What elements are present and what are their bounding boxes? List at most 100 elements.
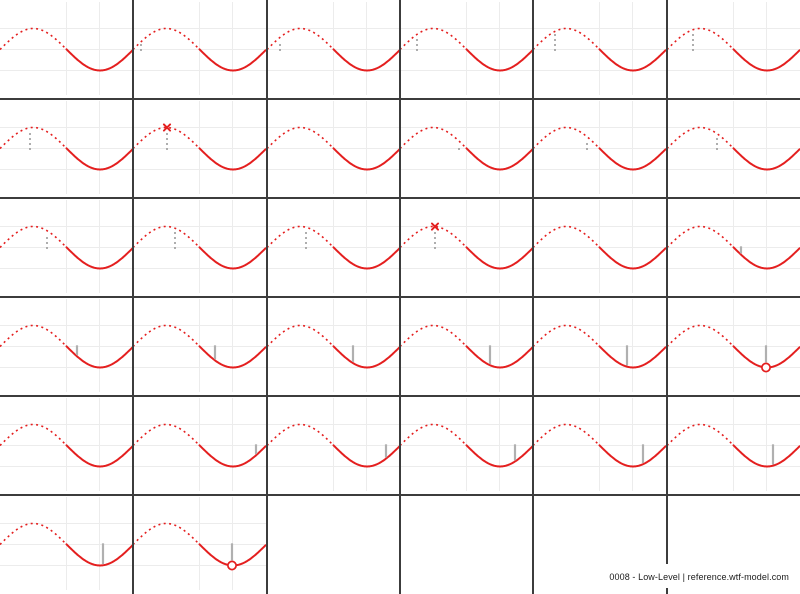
sine-curve-dashed — [399, 27, 467, 51]
sine-curve-dashed — [666, 126, 734, 150]
waveform-cell-r4c2 — [133, 299, 267, 392]
time-marker-dot — [554, 39, 557, 41]
sine-curve-solid — [332, 345, 400, 369]
sine-curve-dashed — [266, 423, 334, 447]
waveform-cell-r6c2 — [133, 497, 267, 590]
waveform-cell-r3c6 — [666, 200, 800, 293]
sine-curve-solid — [598, 345, 667, 369]
sine-curve-dashed — [533, 324, 600, 348]
sine-curve-solid — [65, 147, 134, 171]
sine-curve-solid — [65, 444, 134, 468]
sine-curve-dashed — [399, 126, 467, 150]
sine-curve-solid — [332, 444, 400, 468]
sine-curve-dashed — [533, 126, 600, 150]
sine-curve-dashed — [133, 126, 200, 150]
time-marker-dot — [554, 49, 557, 51]
waveform-cell-r2c3 — [266, 101, 400, 194]
time-marker-dot — [416, 39, 418, 41]
sine-curve-solid — [465, 246, 534, 270]
sine-curve-dashed — [266, 225, 334, 249]
time-marker-dot — [715, 143, 718, 145]
sine-curve-dashed — [533, 423, 600, 447]
sine-curve-solid — [332, 147, 400, 171]
time-marker-dot — [691, 39, 694, 41]
time-marker-dot — [174, 232, 177, 234]
peak-cross-stroke — [163, 123, 172, 132]
waveform-cell-r5c5 — [533, 398, 667, 491]
time-marker-dot — [434, 232, 436, 234]
grid-divider-horizontal — [0, 197, 800, 199]
time-marker-dot — [29, 138, 31, 140]
sine-curve-solid — [465, 444, 534, 468]
sine-curve-solid — [598, 48, 667, 72]
footer-caption: 0008 - Low-Level | reference.wtf-model.c… — [597, 564, 797, 588]
time-marker-dot — [416, 44, 418, 46]
sine-curve-dashed — [399, 423, 467, 447]
waveform-cell-r1c3 — [266, 2, 400, 95]
sine-curve-dashed — [0, 225, 67, 249]
waveform-cell-r2c5 — [533, 101, 667, 194]
sine-curve-solid — [198, 48, 267, 72]
waveform-cell-r1c2 — [133, 2, 267, 95]
waveform-cell-r5c4 — [399, 398, 534, 491]
sine-curve-dashed — [0, 423, 67, 447]
time-marker-dot — [140, 44, 143, 46]
sine-curve-dashed — [666, 225, 734, 249]
sine-curve-solid — [732, 246, 800, 270]
waveform-cell-r3c5 — [533, 200, 667, 293]
sine-curve-solid — [332, 246, 400, 270]
time-marker-dot — [715, 138, 718, 140]
sine-curve-dashed — [533, 225, 600, 249]
waveform-cell-r2c2 — [133, 101, 267, 194]
waveform-cell-r3c1 — [0, 200, 134, 293]
sine-curve-solid — [732, 444, 800, 468]
time-marker-dot — [304, 237, 307, 239]
waveform-cell-r3c2 — [133, 200, 267, 293]
time-marker-dot — [29, 133, 31, 135]
time-marker-dot — [691, 49, 694, 51]
sine-curve-dashed — [399, 225, 467, 249]
waveform-cell-r4c1 — [0, 299, 134, 392]
trough-circle-icon — [227, 560, 238, 571]
sine-curve-dashed — [666, 423, 734, 447]
time-marker-dot — [140, 49, 143, 51]
sine-curve-dashed — [266, 126, 334, 150]
grid-divider-horizontal — [0, 98, 800, 100]
sine-curve-solid — [198, 345, 267, 369]
waveform-cell-r1c5 — [533, 2, 667, 95]
time-marker-dot — [278, 44, 281, 46]
waveform-cell-r5c6 — [666, 398, 800, 491]
sine-curve-solid — [465, 345, 534, 369]
sine-curve-dashed — [0, 522, 67, 546]
time-marker-dot — [278, 49, 281, 51]
sine-curve-solid — [598, 246, 667, 270]
trough-circle-icon — [760, 362, 771, 373]
time-marker-dot — [304, 232, 307, 234]
grid-divider-horizontal — [0, 494, 800, 496]
sine-curve-solid — [65, 345, 134, 369]
sine-curve-solid — [65, 543, 134, 567]
sine-curve-solid — [65, 246, 134, 270]
sine-curve-dashed — [266, 27, 334, 51]
sine-curve-solid — [198, 444, 267, 468]
sine-curve-dashed — [0, 324, 67, 348]
peak-cross-icon — [163, 123, 172, 132]
time-marker-dot — [554, 44, 557, 46]
time-marker-dot — [416, 49, 418, 51]
waveform-cell-r5c1 — [0, 398, 134, 491]
sine-curve-solid — [598, 444, 667, 468]
time-marker-dot — [434, 237, 436, 239]
waveform-cell-r5c3 — [266, 398, 400, 491]
grid-divider-horizontal — [0, 395, 800, 397]
sine-curve-solid — [198, 147, 267, 171]
sine-curve-solid — [332, 48, 400, 72]
time-marker-dot — [691, 44, 694, 46]
time-marker-dot — [166, 138, 169, 140]
waveform-cell-r1c6 — [666, 2, 800, 95]
sine-curve-solid — [598, 147, 667, 171]
waveform-cell-r2c4 — [399, 101, 534, 194]
sine-curve-dashed — [133, 225, 200, 249]
sine-curve-solid — [198, 246, 267, 270]
time-marker-dot — [304, 247, 307, 249]
